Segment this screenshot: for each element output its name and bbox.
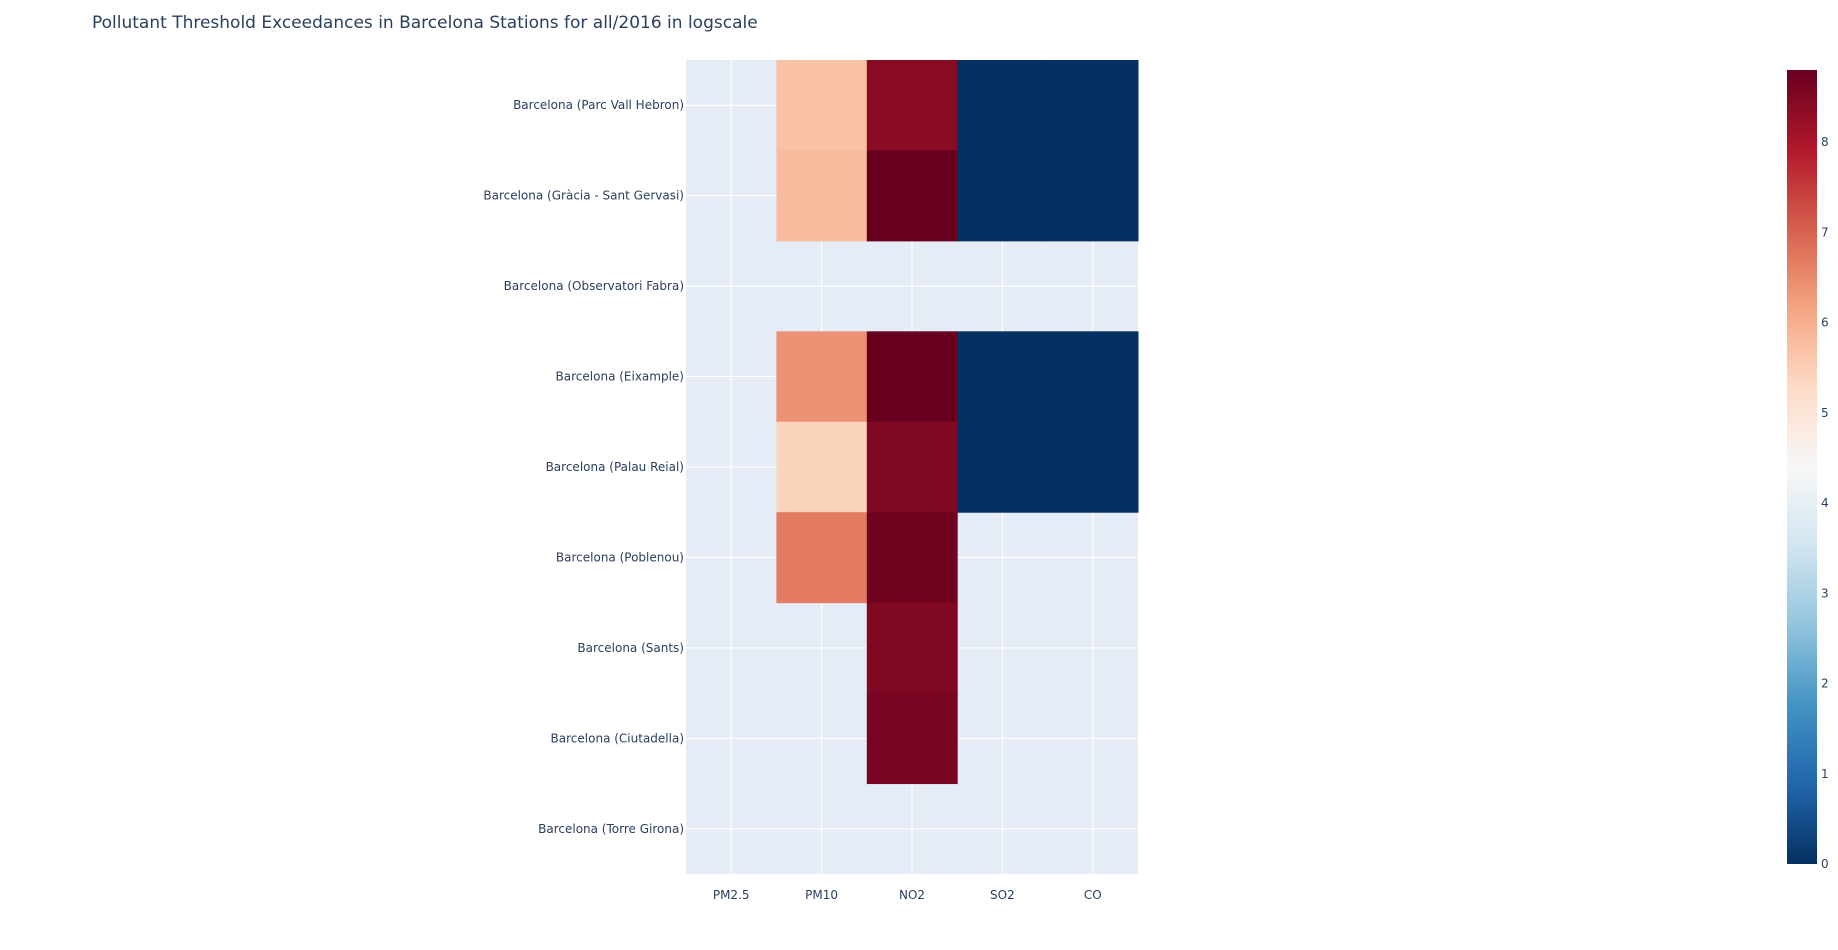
colorbar-ticks: 0 1 2 3 4 5 6 7 8: [1821, 135, 1829, 871]
x-axis-ticks: PM2.5 PM10 NO2 SO2 CO: [713, 888, 1102, 902]
colorbar-tick-label: 2: [1821, 677, 1829, 691]
x-tick-label: SO2: [990, 888, 1015, 902]
colorbar-tick-label: 3: [1821, 586, 1829, 600]
y-tick-label: Barcelona (Observatori Fabra): [504, 279, 684, 293]
y-tick-label: Barcelona (Torre Girona): [538, 822, 684, 836]
y-tick-label: Barcelona (Ciutadella): [551, 731, 684, 745]
heatmap-cell: [957, 331, 1049, 423]
heatmap-cell: [776, 60, 868, 151]
chart-title: Pollutant Threshold Exceedances in Barce…: [92, 13, 758, 33]
x-tick-label: NO2: [899, 888, 925, 902]
heatmap-cell: [1047, 60, 1139, 151]
x-tick-label: PM2.5: [713, 888, 750, 902]
heatmap-cell: [866, 60, 958, 151]
y-tick-label: Barcelona (Sants): [577, 641, 684, 655]
heatmap-cell: [866, 331, 958, 423]
heatmap-cell: [866, 693, 958, 785]
heatmap-cell: [776, 331, 868, 423]
colorbar-tick-label: 7: [1821, 225, 1829, 239]
colorbar-tick-label: 6: [1821, 316, 1829, 330]
colorbar: [1787, 70, 1817, 864]
heatmap-cell: [776, 512, 868, 604]
heatmap-cell: [1047, 421, 1139, 513]
heatmap-cell: [866, 512, 958, 604]
colorbar-tick-label: 4: [1821, 496, 1829, 510]
heatmap-cell: [866, 150, 958, 242]
colorbar-tick-label: 5: [1821, 406, 1829, 420]
x-tick-label: PM10: [805, 888, 838, 902]
heatmap-cell: [776, 150, 868, 242]
heatmap-cell: [957, 60, 1049, 151]
heatmap-cell: [957, 421, 1049, 513]
heatmap-cell: [866, 421, 958, 513]
heatmap-cell: [957, 150, 1049, 242]
y-tick-label: Barcelona (Gràcia - Sant Gervasi): [483, 189, 684, 203]
colorbar-tick-label: 8: [1821, 135, 1829, 149]
heatmap-cell: [1047, 331, 1139, 423]
y-tick-label: Barcelona (Parc Vall Hebron): [513, 98, 684, 112]
y-axis-ticks: Barcelona (Parc Vall Hebron) Barcelona (G…: [483, 98, 684, 836]
heatmap-cell: [1047, 150, 1139, 242]
y-tick-label: Barcelona (Poblenou): [556, 550, 684, 564]
y-tick-label: Barcelona (Eixample): [556, 370, 684, 384]
x-tick-label: CO: [1084, 888, 1102, 902]
heatmap-cell: [866, 602, 958, 694]
heatmap-cells: [776, 60, 1139, 785]
colorbar-tick-label: 1: [1821, 767, 1829, 781]
y-tick-label: Barcelona (Palau Reial): [546, 460, 684, 474]
heatmap-cell: [776, 421, 868, 513]
colorbar-tick-label: 0: [1821, 857, 1829, 871]
